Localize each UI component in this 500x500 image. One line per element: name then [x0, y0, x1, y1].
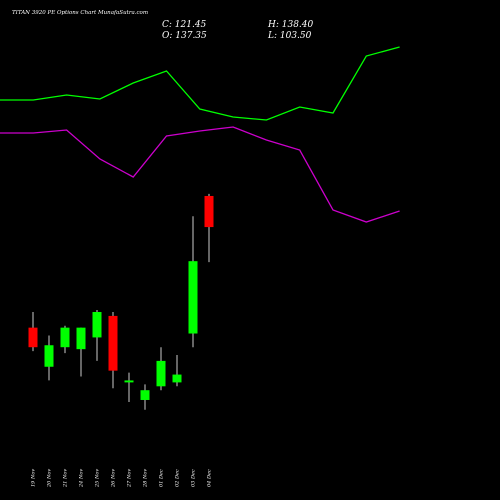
date-label: 19 Nov	[31, 469, 37, 487]
candle-body-up	[188, 261, 198, 334]
date-label: 24 Nov	[79, 469, 85, 488]
date-label: 20 Nov	[47, 469, 53, 488]
indicator-lines	[0, 46, 400, 223]
candle-body-up	[172, 374, 182, 383]
date-label: 01 Dec	[159, 469, 165, 487]
magenta-indicator-line	[0, 126, 400, 223]
high-readout: H: 138.40	[267, 20, 314, 30]
date-label: 02 Dec	[175, 469, 181, 487]
green-indicator-line	[0, 46, 400, 121]
candle-body-up	[60, 327, 70, 348]
date-label: 04 Dec	[207, 469, 213, 487]
candle-body-down	[108, 315, 118, 371]
candle-body-up	[156, 360, 166, 387]
candle-body-down	[204, 195, 214, 228]
candle-body-down	[28, 327, 38, 348]
candle-body-up	[92, 312, 102, 338]
candle-body-up	[44, 345, 54, 367]
date-label: 28 Nov	[143, 469, 149, 488]
close-readout: C: 121.45	[162, 20, 207, 30]
date-axis: 19 Nov 20 Nov 21 Nov 24 Nov 25 Nov 26 Nov 27 N…	[31, 469, 213, 488]
date-label: 26 Nov	[111, 469, 117, 488]
candles	[28, 193, 214, 410]
low-readout: L: 103.50	[267, 31, 312, 41]
chart-title: TITAN 3920 PE Options Chart MunafaSutra.…	[12, 10, 148, 16]
candle-body-up	[140, 390, 150, 400]
date-label: 21 Nov	[63, 469, 69, 488]
date-label: 03 Dec	[191, 469, 197, 487]
date-label: 25 Nov	[95, 469, 101, 488]
candle-body-up	[124, 380, 134, 383]
open-readout: O: 137.35	[162, 31, 207, 41]
date-label: 27 Nov	[127, 469, 133, 488]
candle-body-up	[76, 327, 86, 350]
